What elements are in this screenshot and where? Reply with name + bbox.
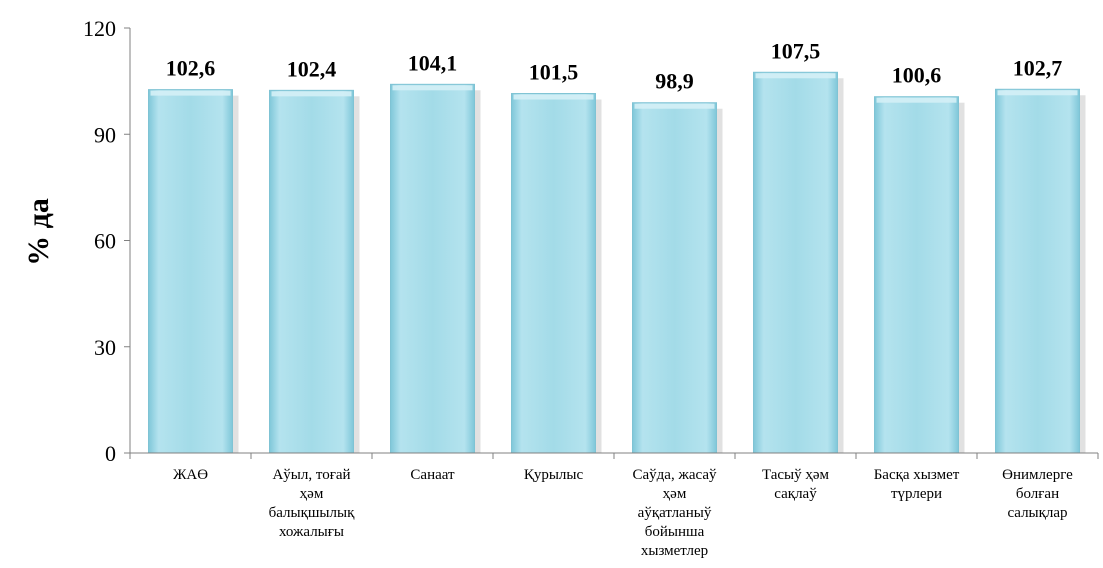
category-labels-group: ЖАӨ Аўыл, тоғай ҳәм балықшылық хожалығы Санаа… (173, 467, 1073, 559)
data-label: 102,4 (287, 56, 337, 81)
category-label-line: хызметлер (641, 543, 708, 559)
bar-top-highlight (150, 90, 231, 96)
data-labels-group: 102,6 102,4 104,1 101,5 98,9 107,5 100,6 102,7 (166, 38, 1063, 93)
bar-top-highlight (271, 91, 352, 97)
category-label-line: ҳәм (663, 486, 687, 502)
bar-top-highlight (755, 73, 836, 79)
category-label: Санаат (410, 467, 455, 483)
bars-group (148, 71, 1080, 454)
category-label-line: балықшылық (269, 505, 355, 521)
category-label-line: түрлери (891, 486, 942, 502)
bar (632, 102, 717, 454)
category-label-line: Қурылыс (524, 467, 584, 483)
category-label-line: Өнимлерге (1002, 467, 1073, 483)
bar (148, 89, 233, 454)
category-label-line: Тасыў ҳәм (762, 467, 830, 483)
category-label: Қурылыс (524, 467, 584, 483)
y-ticks-group: 0 30 60 90 120 (83, 16, 130, 466)
data-label: 107,5 (771, 38, 821, 63)
bar (269, 89, 354, 454)
y-tick-label: 30 (94, 335, 116, 360)
bar-top-highlight (876, 97, 957, 103)
bar-top-highlight (513, 94, 594, 100)
y-tick-label: 60 (94, 229, 116, 254)
bar (511, 93, 596, 454)
y-axis-label: % да (22, 198, 55, 266)
category-label-line: аўқатланыў (638, 505, 712, 521)
category-label-line: болған (1016, 486, 1059, 502)
y-tick-label: 0 (105, 441, 116, 466)
category-label-line: Саўда, жасаў (633, 467, 717, 483)
bar (874, 96, 959, 454)
category-label-line: Санаат (410, 467, 455, 483)
bar (995, 88, 1080, 454)
x-ticks-group (129, 453, 1099, 459)
category-label: ЖАӨ (173, 467, 208, 483)
data-label: 100,6 (892, 63, 942, 88)
category-label-line: салықлар (1007, 505, 1067, 521)
bar (390, 83, 475, 454)
data-label: 104,1 (408, 50, 458, 75)
category-label-line: ЖАӨ (173, 467, 208, 483)
data-label: 102,6 (166, 56, 216, 81)
data-label: 98,9 (655, 69, 694, 94)
category-label-line: бойынша (645, 524, 705, 540)
y-tick-label: 120 (83, 16, 116, 41)
bar-top-highlight (634, 103, 715, 109)
category-label: Басқа хызмет түрлери (874, 467, 960, 502)
category-label-line: Басқа хызмет (874, 467, 960, 483)
category-label: Өнимлерге болған салықлар (1002, 467, 1073, 521)
category-label: Саўда, жасаў ҳәм аўқатланыў бойынша хызметле… (633, 467, 717, 559)
category-label: Аўыл, тоғай ҳәм балықшылық хожалығы (269, 467, 355, 540)
bar-top-highlight (997, 90, 1078, 96)
bar-top-highlight (392, 85, 473, 91)
bar (753, 71, 838, 454)
data-label: 101,5 (529, 60, 579, 85)
data-label: 102,7 (1013, 55, 1063, 80)
category-label-line: хожалығы (279, 524, 344, 540)
category-label-line: Аўыл, тоғай (272, 467, 350, 483)
y-tick-label: 90 (94, 122, 116, 147)
category-label-line: ҳәм (300, 486, 324, 502)
category-label-line: сақлаў (774, 486, 817, 502)
category-label: Тасыў ҳәм сақлаў (762, 467, 830, 502)
